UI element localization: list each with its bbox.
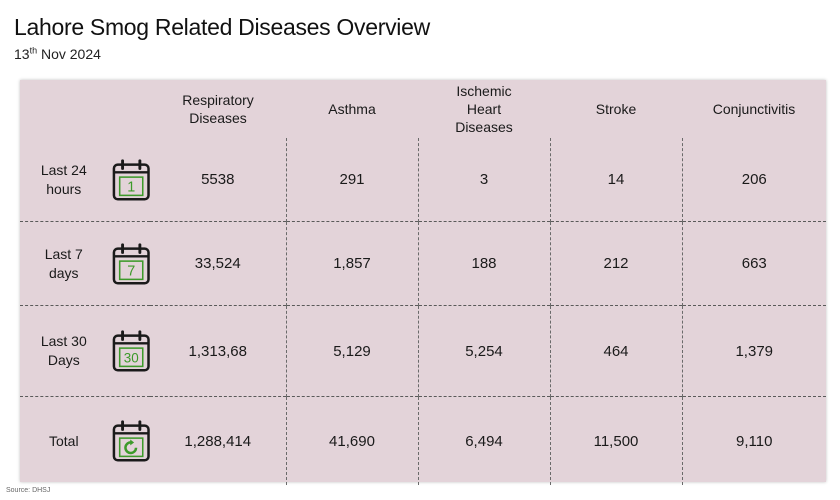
column-header: Respiratory Diseases [182, 92, 254, 126]
corner-cell [20, 80, 150, 138]
value-cell: 212 [549, 221, 682, 306]
row-label-group: Last 24 hours 1 [20, 138, 150, 221]
value-cell: 464 [549, 305, 682, 397]
value-cell: 6,494 [417, 396, 550, 485]
column-header: Asthma [328, 101, 376, 117]
value-cell: 1,313,68 [150, 305, 286, 397]
calendar-1-icon: 1 [112, 158, 150, 200]
row-label: Total [48, 432, 79, 449]
chart-date: 13th Nov 2024 [14, 46, 101, 62]
date-day: 13 [14, 46, 30, 62]
row-label-cell: Total [20, 396, 150, 485]
row-label: Last 30 Days [40, 333, 87, 368]
source-note: Source: DHSJ [6, 487, 51, 494]
date-suffix: th [29, 45, 38, 56]
value-cell: 3 [417, 138, 550, 222]
value-cell: 5,129 [285, 305, 418, 397]
svg-text:30: 30 [123, 351, 138, 366]
value-cell: 1,857 [285, 221, 418, 306]
value-cell: 663 [681, 221, 826, 306]
table-row: Last 30 Days 30 1,313,68 5,129 5,254 464 1,379 [20, 305, 826, 397]
value-cell: 5538 [201, 171, 235, 188]
value-cell: 291 [285, 138, 418, 222]
row-label-cell: Last 24 hours 1 [20, 138, 150, 222]
value-cell: 9,110 [681, 396, 826, 485]
calendar-7-icon: 7 [112, 242, 150, 284]
column-header: Stroke [595, 101, 637, 117]
row-label: Last 7 days [44, 245, 83, 281]
value-cell: 206 [681, 138, 826, 222]
calendar-refresh-icon [112, 420, 150, 462]
row-label-group: Last 7 days 7 [20, 222, 150, 305]
header-row: Respiratory Diseases Asthma Ischemic Hea… [20, 80, 826, 138]
value-cell: 5,254 [417, 305, 550, 397]
value-cell: 188 [417, 221, 550, 306]
table-row: Last 24 hours 1 5538 291 3 14 206 [20, 138, 826, 222]
column-header: Ischemic Heart Diseases [455, 83, 513, 135]
row-label: Last 24 hours [40, 161, 87, 197]
date-rest: Nov 2024 [37, 46, 101, 62]
value-cell: 1,288,414 [150, 396, 286, 485]
table-row: Total 1,288,414 41,690 6,494 11,500 9,110 [20, 396, 826, 485]
row-label-group: Last 30 Days 30 [20, 306, 150, 396]
value-cell: 14 [549, 138, 682, 222]
chart-title: Lahore Smog Related Diseases Overview [14, 14, 430, 40]
row-label-cell: Last 7 days 7 [20, 221, 150, 306]
value-cell: 1,379 [681, 305, 826, 397]
diseases-table: Respiratory Diseases Asthma Ischemic Hea… [20, 80, 826, 485]
column-header: Conjunctivitis [712, 101, 796, 117]
svg-text:7: 7 [127, 263, 135, 279]
value-cell: 41,690 [285, 396, 418, 485]
calendar-30-icon: 30 [112, 330, 150, 372]
row-label-cell: Last 30 Days 30 [20, 305, 150, 397]
value-cell: 33,524 [150, 221, 286, 306]
table-row: Last 7 days 7 33,524 1,857 188 212 663 [20, 221, 826, 306]
value-cell: 11,500 [549, 396, 682, 485]
row-label-group: Total [20, 397, 150, 485]
svg-text:1: 1 [127, 179, 135, 195]
